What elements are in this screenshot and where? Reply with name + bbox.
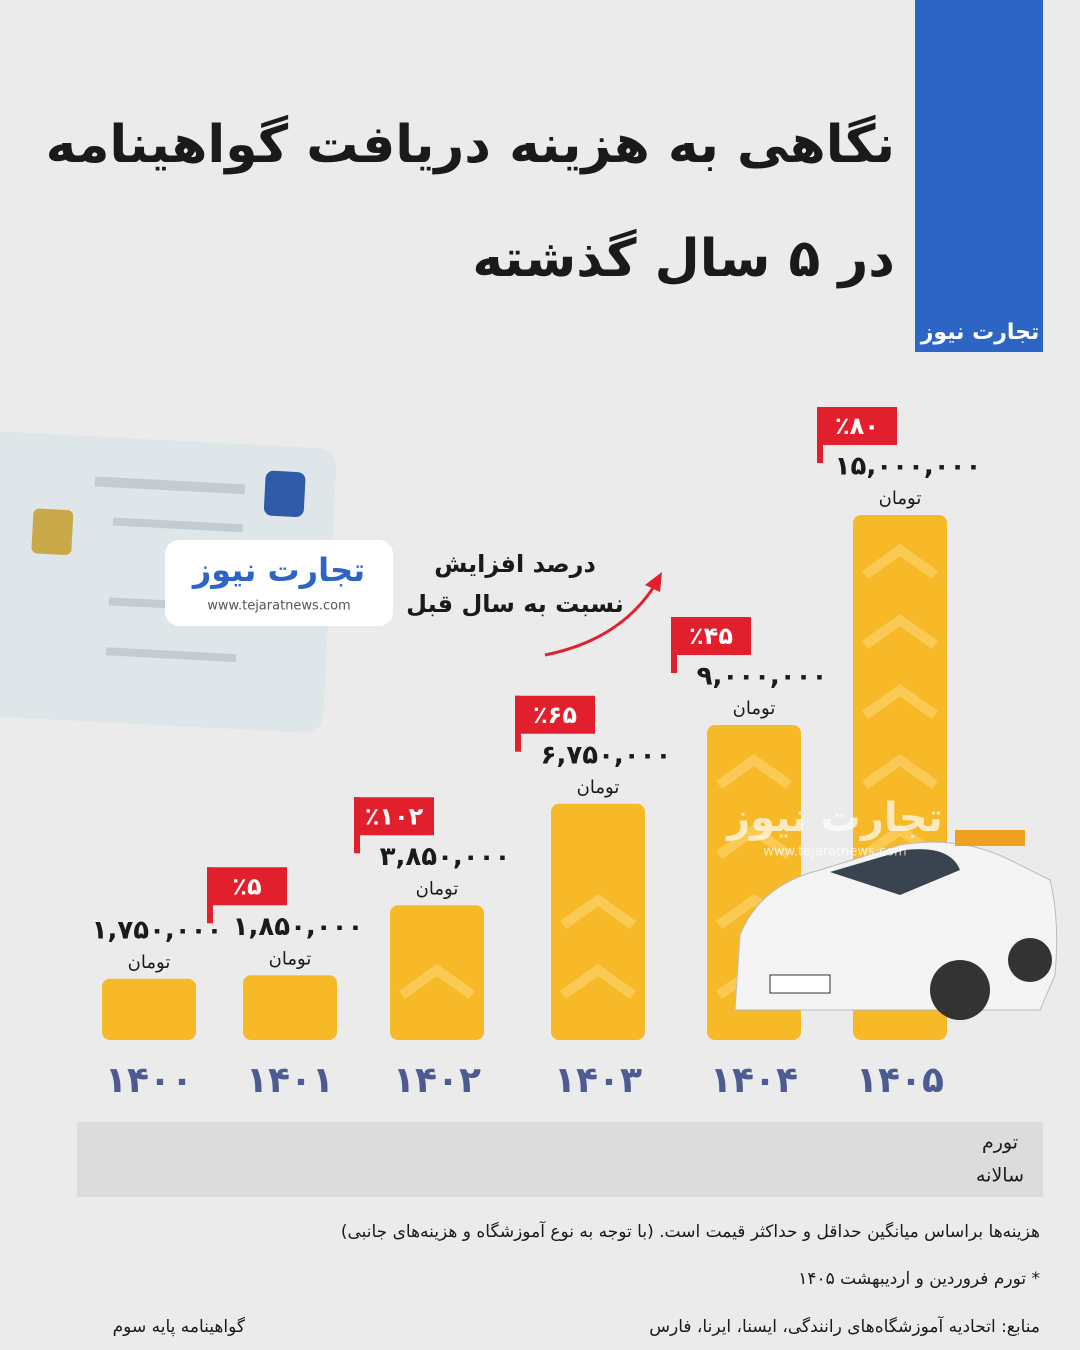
bar-chevron xyxy=(399,963,475,1000)
bar-chevron xyxy=(560,893,636,930)
unit-label: تومان xyxy=(128,952,171,973)
title-line: نگاهی به هزینه دریافت گواهینامه xyxy=(46,114,895,175)
change-box-edge xyxy=(207,867,213,924)
x-tick-label: ۱۴۰۲ xyxy=(393,1060,481,1101)
watermark-url: www.tejaratnews.com xyxy=(763,845,906,860)
change-box-edge xyxy=(671,617,677,673)
change-label: ٪۱۰۲ xyxy=(365,802,424,830)
card-body xyxy=(0,431,337,733)
brand-logo: تجارت نیوز xyxy=(920,320,1040,345)
bar xyxy=(243,975,337,1040)
arrow-head xyxy=(645,572,662,592)
change-box xyxy=(207,867,287,906)
bar-chevron xyxy=(560,963,636,1000)
annotation: درصد افزایش xyxy=(434,550,596,578)
card-line xyxy=(112,517,244,533)
card-emblem xyxy=(263,470,306,518)
annotation: نسبت به سال قبل xyxy=(406,590,624,618)
logo-url: www.tejaratnews.com xyxy=(207,599,350,614)
bar-chevron xyxy=(862,543,938,580)
note: هزینه‌ها براساس میانگین حداقل و حداکثر ق… xyxy=(341,1220,1040,1242)
bar-chevron xyxy=(862,683,938,720)
change-box-edge xyxy=(515,695,521,752)
unit-label: تومان xyxy=(577,777,620,798)
watermark: تجارت نیوز xyxy=(725,795,942,841)
logo-badge xyxy=(165,540,393,626)
change-label: ٪۴۵ xyxy=(689,622,733,650)
bar-chevron xyxy=(862,753,938,790)
value-label: ۱۵,۰۰۰,۰۰۰ xyxy=(835,452,982,482)
bar-chevron xyxy=(716,823,792,860)
bar xyxy=(102,978,196,1040)
car-wheel xyxy=(1008,938,1052,982)
unit-label: تومان xyxy=(733,698,776,719)
unit-label: تومان xyxy=(269,948,312,969)
change-box xyxy=(515,695,595,734)
value-label: ۹,۰۰۰,۰۰۰ xyxy=(697,662,828,692)
x-tick-label: ۱۴۰۴ xyxy=(710,1060,798,1101)
brand-block xyxy=(915,0,1043,352)
x-tick-label: ۱۴۰۱ xyxy=(246,1060,334,1101)
logo-name: تجارت نیوز xyxy=(191,551,365,589)
car-plate xyxy=(769,974,831,994)
change-label: ٪۸۰ xyxy=(835,412,879,440)
license-type: گواهینامه پایه سوم xyxy=(113,1316,246,1337)
car-window xyxy=(830,849,960,895)
x-tick-label: ۱۴۰۵ xyxy=(856,1060,944,1101)
car-wheel xyxy=(930,960,990,1020)
change-box xyxy=(671,617,751,655)
note: منابع: اتحادیه آموزشگاه‌های رانندگی، ایس… xyxy=(649,1315,1040,1337)
value-label: ۳,۸۵۰,۰۰۰ xyxy=(380,842,511,872)
change-box-edge xyxy=(354,797,360,854)
card-chip xyxy=(31,508,74,556)
annotation-arrow xyxy=(544,584,657,657)
card-line xyxy=(105,647,237,663)
bar-chevron xyxy=(716,753,792,790)
inflation-label: تورم xyxy=(982,1132,1018,1154)
inflation-label: سالانه xyxy=(976,1165,1024,1187)
change-label: ٪۵ xyxy=(232,872,261,900)
change-label: ٪۶۵ xyxy=(533,701,577,729)
title-line: در ۵ سال گذشته xyxy=(472,228,895,289)
unit-label: تومان xyxy=(879,488,922,509)
x-tick-label: ۱۴۰۳ xyxy=(554,1060,642,1101)
change-box-edge xyxy=(817,407,823,463)
value-label: ۱,۸۵۰,۰۰۰ xyxy=(233,912,364,942)
note: * تورم فروردین و اردیبهشت ۱۴۰۵ xyxy=(798,1269,1040,1289)
car-illustration xyxy=(734,830,1058,1020)
inflation-band xyxy=(77,1122,1043,1197)
card-line xyxy=(94,476,246,495)
x-tick-label: ۱۴۰۰ xyxy=(105,1060,193,1101)
value-label: ۱,۷۵۰,۰۰۰ xyxy=(92,915,223,945)
change-box xyxy=(817,407,897,445)
unit-label: تومان xyxy=(416,878,459,899)
value-label: ۶,۷۵۰,۰۰۰ xyxy=(541,740,672,770)
bar-chevron xyxy=(862,613,938,650)
car-sign xyxy=(955,830,1025,846)
change-box xyxy=(354,797,434,836)
